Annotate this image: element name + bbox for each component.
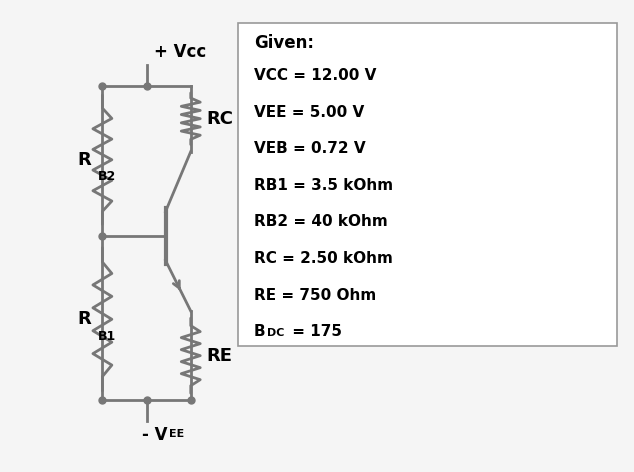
Text: VCC = 12.00 V: VCC = 12.00 V [254, 68, 376, 83]
Text: RE: RE [207, 346, 233, 365]
Text: RC: RC [207, 110, 233, 128]
Text: B: B [254, 324, 266, 339]
Text: = 175: = 175 [287, 324, 342, 339]
Text: RE = 750 Ohm: RE = 750 Ohm [254, 287, 376, 303]
Text: EE: EE [169, 430, 184, 439]
Text: - V: - V [141, 426, 167, 444]
Text: VEB = 0.72 V: VEB = 0.72 V [254, 141, 366, 156]
Bar [238, 23, 617, 346]
Text: R: R [77, 310, 91, 329]
Text: + Vcc: + Vcc [154, 43, 207, 61]
Text: RB2 = 40 kOhm: RB2 = 40 kOhm [254, 214, 387, 229]
Text: RB1 = 3.5 kOhm: RB1 = 3.5 kOhm [254, 178, 393, 193]
Text: Given:: Given: [254, 34, 314, 52]
Text: DC: DC [267, 329, 285, 338]
Text: RC = 2.50 kOhm: RC = 2.50 kOhm [254, 251, 392, 266]
Text: B2: B2 [98, 170, 116, 183]
Text: R: R [77, 151, 91, 169]
Text: B1: B1 [98, 329, 116, 343]
Text: VEE = 5.00 V: VEE = 5.00 V [254, 105, 364, 119]
